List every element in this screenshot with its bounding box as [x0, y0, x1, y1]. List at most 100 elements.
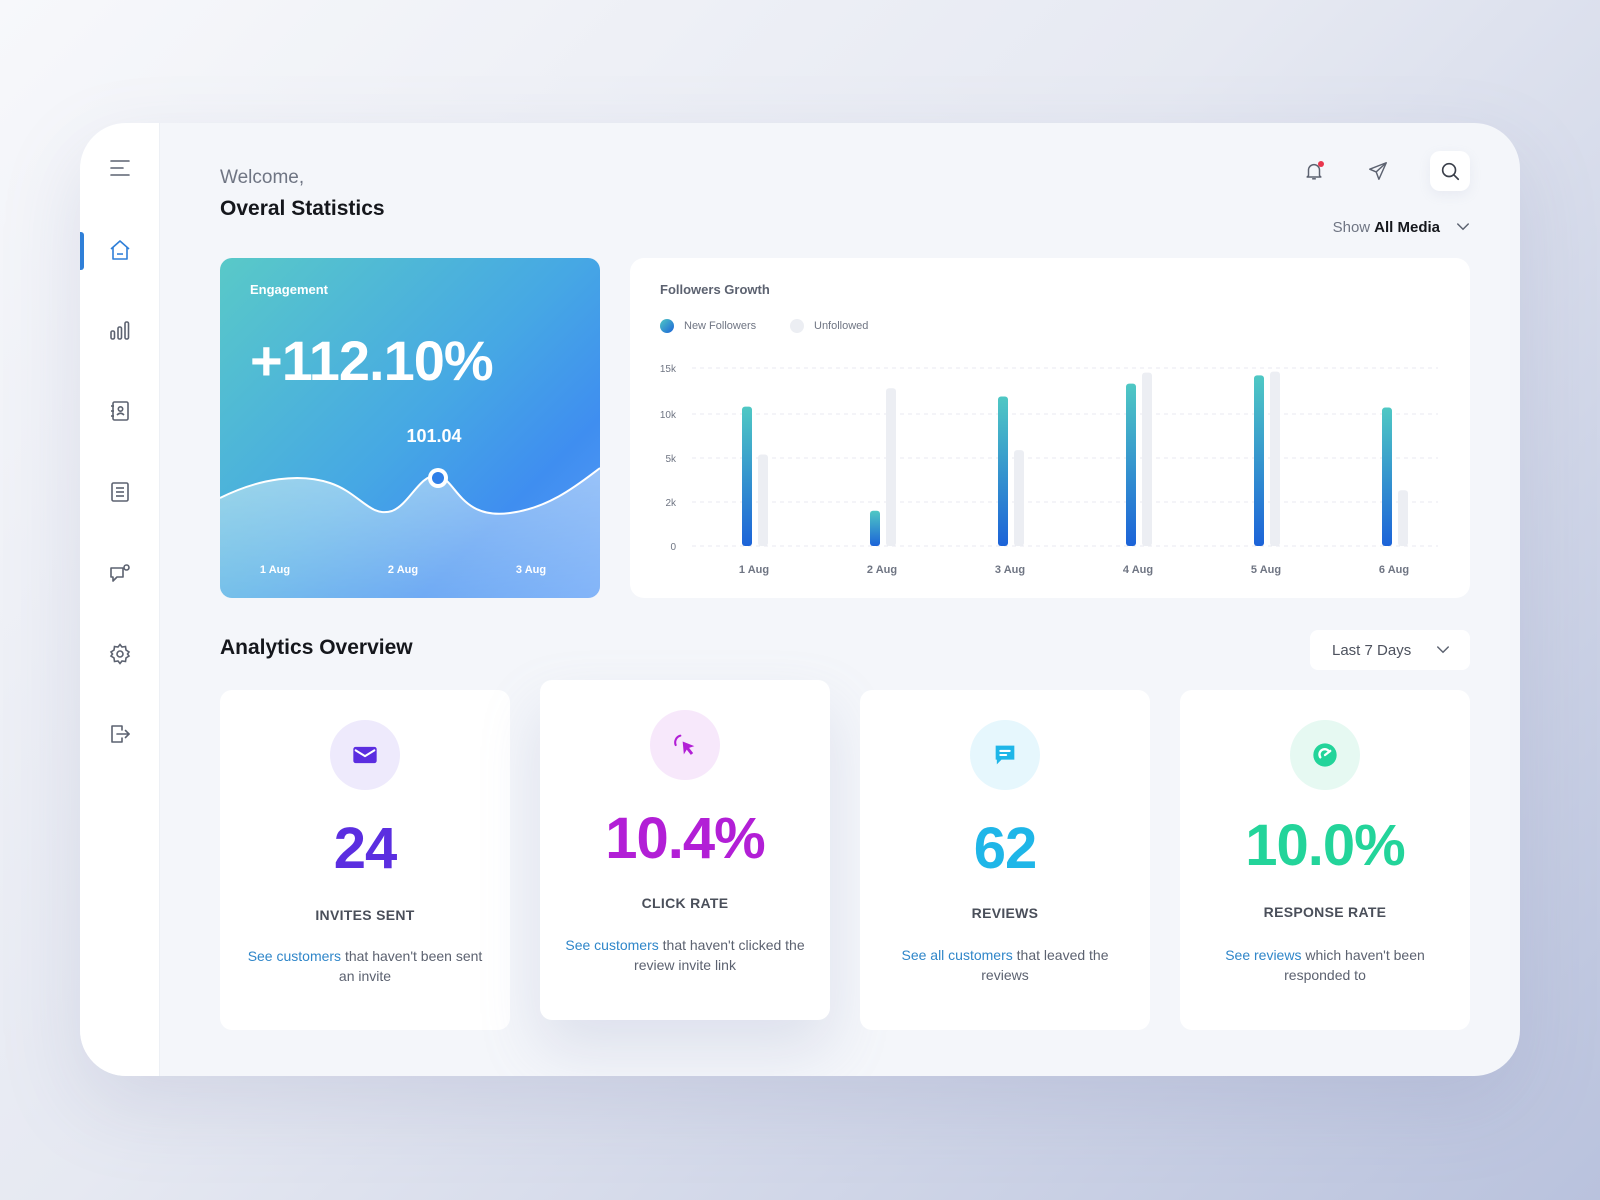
engagement-x-label: 1 Aug: [259, 564, 291, 576]
x-tick-label: 5 Aug: [1251, 564, 1281, 576]
menu-button[interactable]: [80, 146, 160, 190]
bar-unfollowed: [1270, 371, 1280, 546]
chevron-down-icon: [1437, 646, 1449, 654]
engagement-x-label: 2 Aug: [387, 564, 419, 576]
bar-unfollowed: [886, 388, 896, 546]
media-filter-label: Show: [1332, 218, 1371, 236]
x-tick-label: 2 Aug: [867, 564, 897, 576]
metric-icon-circle: [970, 720, 1040, 790]
legend-swatch: [790, 319, 804, 333]
analytics-overview-title: Analytics Overview: [220, 636, 413, 659]
metric-icon-circle: [330, 720, 400, 790]
bar-new-followers: [1126, 383, 1136, 546]
x-tick-label: 3 Aug: [995, 564, 1025, 576]
media-filter-dropdown[interactable]: Show All Media: [1333, 215, 1472, 239]
home-icon: [110, 240, 130, 260]
sidebar-item-analytics[interactable]: [80, 308, 160, 352]
dashboard-window: Welcome, Overal Statistics Show All Medi…: [80, 123, 1520, 1076]
legend-label: Unfollowed: [814, 320, 869, 332]
bar-new-followers: [1254, 375, 1264, 546]
media-filter-value: All Media: [1374, 218, 1440, 236]
send-button[interactable]: [1358, 151, 1398, 191]
legend-unfollowed: Unfollowed: [790, 319, 868, 333]
mail-icon: [353, 746, 377, 764]
sidebar-item-settings[interactable]: [80, 632, 160, 676]
menu-icon: [110, 160, 130, 176]
metric-value: 10.0%: [1245, 813, 1405, 878]
y-tick-label: 2k: [665, 498, 677, 509]
y-tick-label: 10k: [660, 410, 677, 421]
x-tick-label: 4 Aug: [1123, 564, 1153, 576]
bar-new-followers: [870, 510, 880, 546]
invites-sent-card[interactable]: 24 INVITES SENT See customers that haven…: [220, 690, 510, 1030]
bar-chart-icon: [110, 321, 130, 340]
metric-label: RESPONSE RATE: [1263, 904, 1387, 920]
y-tick-label: 5k: [665, 454, 677, 465]
engagement-point-marker-center: [432, 472, 444, 484]
bar-new-followers: [998, 396, 1008, 546]
cursor-click-icon: [674, 734, 695, 755]
click-rate-card[interactable]: 10.4% CLICK RATE See customers that have…: [540, 680, 830, 1020]
welcome-text: Welcome,: [220, 167, 305, 188]
see-reviews-link[interactable]: See reviews: [1225, 947, 1302, 963]
see-all-customers-link[interactable]: See all customers: [901, 947, 1013, 963]
metric-description-text: that haven't been sent an invite: [338, 948, 483, 984]
page-title: Overal Statistics: [220, 197, 385, 220]
notifications-button[interactable]: [1294, 151, 1334, 191]
legend-swatch: [660, 319, 674, 333]
reviews-card[interactable]: 62 REVIEWS See all customers that leaved…: [860, 690, 1150, 1030]
search-icon: [1441, 162, 1460, 181]
document-list-icon: [111, 482, 129, 502]
period-dropdown[interactable]: Last 7 Days: [1310, 630, 1470, 670]
chevron-down-icon: [1457, 223, 1469, 231]
metric-label: CLICK RATE: [641, 895, 729, 911]
period-value: Last 7 Days: [1332, 641, 1412, 659]
engagement-x-label: 3 Aug: [515, 564, 547, 576]
y-tick-label: 15k: [660, 364, 677, 375]
followers-growth-chart: 0 2k 5k 10k 15k 1 Aug 2 Aug 3 Aug 4 Aug 5 Aug 6 Au…: [660, 364, 1438, 576]
metric-label: REVIEWS: [971, 905, 1039, 921]
metric-value: 24: [333, 816, 398, 881]
see-customers-link[interactable]: See customers: [247, 948, 342, 964]
x-tick-label: 1 Aug: [739, 564, 769, 576]
metric-description: See customers that haven't been sent an …: [240, 946, 490, 986]
search-button[interactable]: [1430, 151, 1470, 191]
metric-description: See customers that haven't clicked the r…: [560, 935, 810, 975]
legend-new-followers: New Followers: [660, 319, 756, 333]
followers-growth-title: Followers Growth: [660, 282, 770, 297]
engagement-line: [220, 467, 600, 515]
engagement-label: Engagement: [250, 282, 329, 297]
metric-value: 10.4%: [605, 806, 765, 871]
bar-new-followers: [1382, 407, 1392, 546]
bar-new-followers: [742, 406, 752, 546]
bar-unfollowed: [758, 454, 768, 546]
notification-dot: [1318, 161, 1324, 167]
response-rate-card[interactable]: 10.0% RESPONSE RATE See reviews which ha…: [1180, 690, 1470, 1030]
gear-icon: [109, 643, 131, 665]
sidebar-item-messages[interactable]: [80, 552, 160, 596]
engagement-point-value: 101.04: [406, 426, 462, 446]
metric-value: 62: [973, 816, 1038, 881]
engagement-card: Engagement +112.10% 101.04 1 Aug 2 Aug 3…: [220, 258, 600, 598]
bell-icon: [1306, 163, 1322, 180]
chat-bubble-icon: [110, 564, 130, 582]
y-tick-label: 0: [670, 542, 676, 553]
contacts-book-icon: [111, 401, 129, 421]
bar-unfollowed: [1142, 372, 1152, 546]
sidebar-item-logout[interactable]: [80, 712, 160, 756]
sidebar-item-contacts[interactable]: [80, 389, 160, 433]
engagement-value: +112.10%: [250, 329, 494, 392]
chat-icon: [995, 745, 1015, 765]
engagement-area: [220, 468, 600, 598]
metric-description: See reviews which haven't been responded…: [1200, 945, 1450, 985]
sidebar-item-reports[interactable]: [80, 470, 160, 514]
sidebar-item-home[interactable]: [80, 228, 160, 272]
legend-label: New Followers: [684, 320, 757, 332]
see-customers-link[interactable]: See customers: [565, 937, 659, 953]
metric-description-text: which haven't been responded to: [1284, 947, 1425, 983]
metric-description-text: that haven't clicked the review invite l…: [634, 937, 805, 973]
sidebar: [80, 123, 160, 1076]
engagement-wave-chart: [220, 467, 600, 598]
logout-icon: [111, 725, 130, 743]
metric-label: INVITES SENT: [315, 907, 415, 923]
